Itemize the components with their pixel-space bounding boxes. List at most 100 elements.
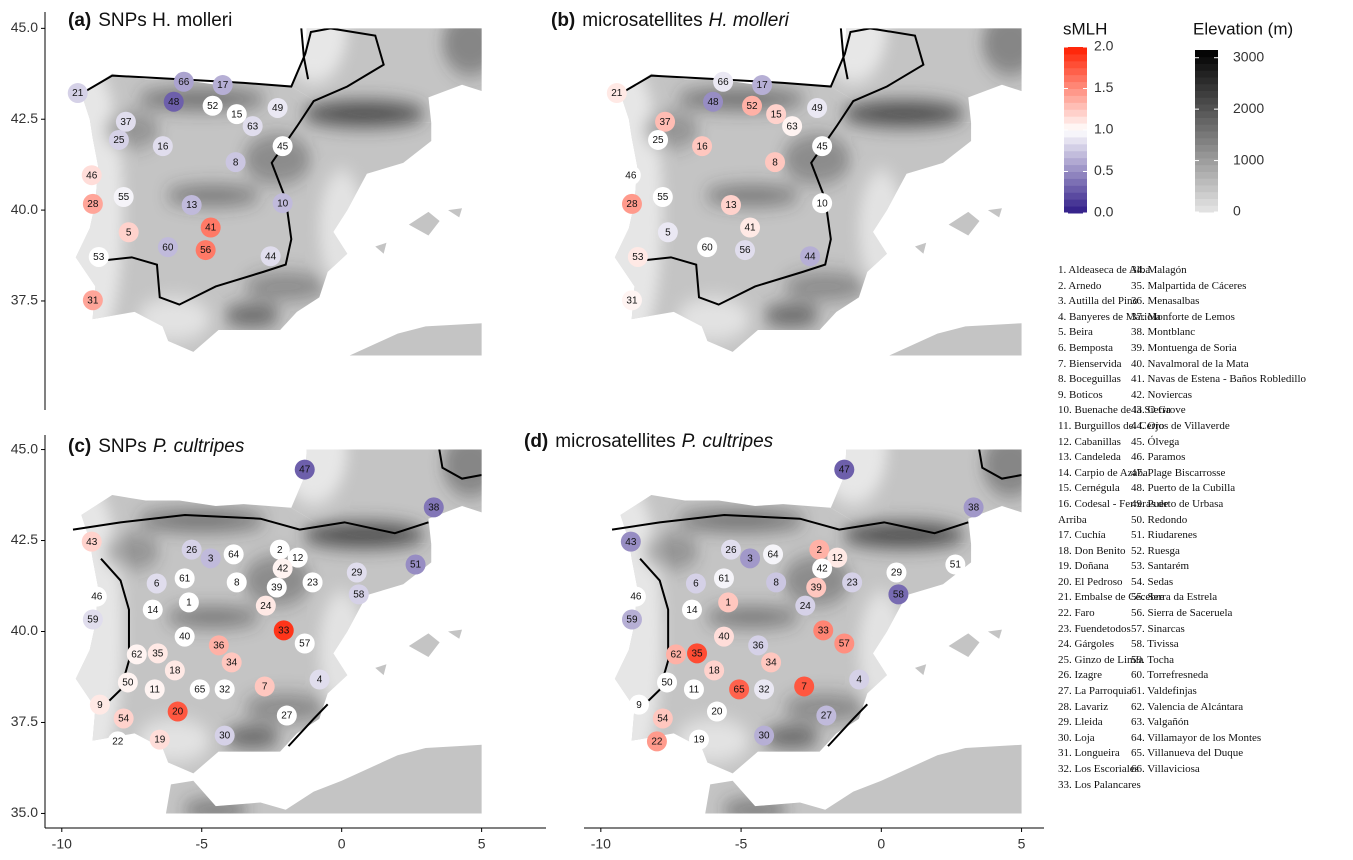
site-label: 27 bbox=[281, 711, 293, 722]
site-label: 9 bbox=[636, 700, 642, 711]
site-label: 58 bbox=[353, 590, 365, 601]
site-name: 52. Ruesga bbox=[1131, 544, 1349, 560]
site-label: 10 bbox=[277, 198, 289, 209]
map bbox=[56, 0, 509, 428]
panel-label: (c) bbox=[68, 436, 91, 457]
legend-tick-label: 0.5 bbox=[1094, 162, 1114, 178]
site-label: 6 bbox=[693, 579, 699, 590]
site-label: 9 bbox=[97, 700, 103, 711]
legend-swatch bbox=[1195, 70, 1218, 77]
site-name: 46. Paramos bbox=[1131, 450, 1349, 466]
legend-tick-label: 1000 bbox=[1233, 151, 1264, 167]
site-label: 41 bbox=[205, 223, 217, 234]
site-label: 12 bbox=[832, 553, 844, 564]
site-label: 64 bbox=[767, 549, 779, 560]
site-name: 41. Navas de Estena - Baños Robledillo bbox=[1131, 372, 1349, 388]
site-label: 38 bbox=[428, 503, 440, 514]
site-label: 21 bbox=[72, 88, 84, 99]
site-label: 51 bbox=[950, 560, 962, 571]
site-label: 23 bbox=[307, 578, 319, 589]
y-tick-label: 40.0 bbox=[11, 622, 38, 638]
site-label: 18 bbox=[169, 666, 181, 677]
site-label: 40 bbox=[718, 632, 730, 643]
legend-swatch bbox=[1064, 199, 1087, 206]
site-label: 49 bbox=[272, 103, 284, 114]
site-label: 61 bbox=[718, 574, 730, 585]
y-tick-label: 42.5 bbox=[11, 531, 38, 547]
site-label: 63 bbox=[787, 121, 799, 132]
site-label: 38 bbox=[968, 503, 980, 514]
site-label: 51 bbox=[410, 560, 422, 571]
legend-swatch bbox=[1064, 82, 1087, 89]
legend-swatch bbox=[1195, 145, 1218, 152]
terrain bbox=[56, 0, 509, 428]
site-label: 4 bbox=[856, 675, 862, 686]
site-label: 66 bbox=[178, 77, 190, 88]
site-label: 57 bbox=[839, 639, 851, 650]
site-label: 29 bbox=[891, 568, 903, 579]
legend-swatch bbox=[1195, 64, 1218, 71]
legend-swatch bbox=[1064, 144, 1087, 151]
site-label: 3 bbox=[747, 553, 753, 564]
legend-swatch bbox=[1064, 158, 1087, 165]
legend-swatch bbox=[1195, 205, 1218, 212]
legend-title: Elevation (m) bbox=[1193, 19, 1293, 38]
site-label: 48 bbox=[707, 97, 719, 108]
site-label: 60 bbox=[162, 242, 174, 253]
site-label: 54 bbox=[118, 714, 130, 725]
site-label: 43 bbox=[625, 537, 637, 548]
site-label: 36 bbox=[213, 640, 225, 651]
x-tick-label: -5 bbox=[735, 836, 748, 852]
legend-swatch bbox=[1064, 172, 1087, 179]
site-label: 34 bbox=[766, 658, 778, 669]
site-label: 46 bbox=[91, 592, 103, 603]
site-label: 43 bbox=[86, 537, 98, 548]
legend-swatch bbox=[1195, 192, 1218, 199]
legend-tick-label: 2000 bbox=[1233, 100, 1264, 116]
legend-swatch bbox=[1195, 151, 1218, 158]
site-label: 31 bbox=[626, 295, 638, 306]
panel-species: P. cultripes bbox=[153, 436, 245, 457]
site-label: 19 bbox=[154, 735, 166, 746]
legend-swatch bbox=[1064, 102, 1087, 109]
y-tick-label: 40.0 bbox=[11, 201, 38, 217]
site-label: 39 bbox=[811, 583, 823, 594]
site-label: 8 bbox=[233, 157, 239, 168]
site-name: 64. Villamayor de los Montes bbox=[1131, 731, 1349, 747]
y-tick-label: 35.0 bbox=[11, 804, 38, 820]
site-name: 43. O Grove bbox=[1131, 403, 1349, 419]
legend-swatch bbox=[1064, 75, 1087, 82]
site-label: 15 bbox=[771, 109, 783, 120]
legend-tick-label: 1.5 bbox=[1094, 79, 1114, 95]
site-label: 42 bbox=[277, 564, 289, 575]
legend-swatch bbox=[1064, 192, 1087, 199]
site-label: 6 bbox=[154, 579, 160, 590]
site-label: 20 bbox=[172, 707, 184, 718]
site-label: 59 bbox=[87, 615, 99, 626]
legend-swatch bbox=[1064, 89, 1087, 96]
site-label: 46 bbox=[625, 170, 637, 181]
site-name: 42. Noviercas bbox=[1131, 388, 1349, 404]
legend-swatch bbox=[1195, 104, 1218, 111]
site-label: 12 bbox=[292, 553, 304, 564]
site-label: 4 bbox=[317, 675, 323, 686]
y-tick-label: 45.0 bbox=[11, 19, 38, 35]
site-label: 37 bbox=[120, 117, 132, 128]
legend-swatch bbox=[1195, 50, 1218, 57]
site-label: 1 bbox=[186, 598, 192, 609]
site-label: 8 bbox=[772, 157, 778, 168]
site-name: 39. Montuenga de Soria bbox=[1131, 341, 1349, 357]
site-label: 50 bbox=[122, 678, 134, 689]
panel-method: microsatellites bbox=[582, 10, 702, 31]
panel-label: (a) bbox=[68, 10, 91, 31]
site-name: 59. Tocha bbox=[1131, 653, 1349, 669]
site-label: 34 bbox=[226, 658, 238, 669]
site-label: 32 bbox=[759, 684, 771, 695]
site-label: 36 bbox=[753, 640, 765, 651]
legend-swatch bbox=[1064, 95, 1087, 102]
site-name: 36. Menasalbas bbox=[1131, 294, 1349, 310]
site-label: 32 bbox=[219, 684, 231, 695]
site-label: 17 bbox=[217, 80, 229, 91]
legend-swatch bbox=[1195, 165, 1218, 172]
site-label: 22 bbox=[651, 737, 663, 748]
